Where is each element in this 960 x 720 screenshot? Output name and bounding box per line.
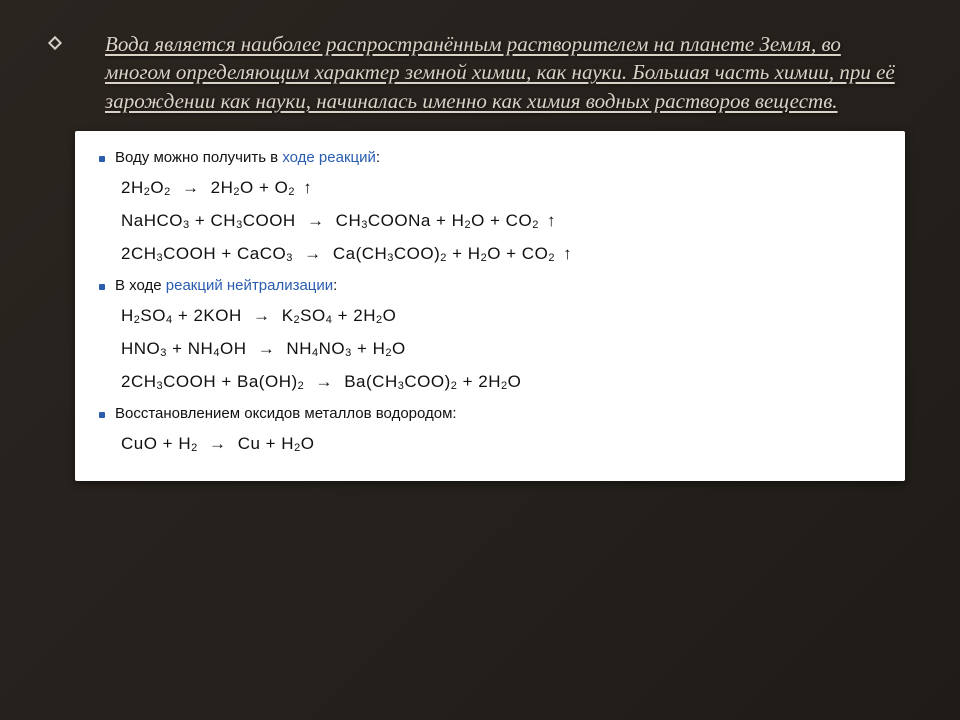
heading-pre: Восстановлением оксидов металлов водород… bbox=[115, 405, 457, 422]
section-heading: Восстановлением оксидов металлов водород… bbox=[99, 405, 881, 422]
section-text: Воду можно получить в ходе реакций: bbox=[115, 149, 380, 166]
heading-post: : bbox=[376, 149, 380, 166]
slide-title: Вода является наиболее распространённым … bbox=[105, 30, 905, 115]
bullet-diamond-icon bbox=[48, 36, 62, 50]
heading-link: ходе реакций bbox=[282, 149, 376, 166]
equation: HNO3 + NH4OH → NH4NO3 + H2O bbox=[121, 333, 881, 366]
slide: Вода является наиболее распространённым … bbox=[0, 0, 960, 720]
equation: 2H2O2 → 2H2O + O2 ↑ bbox=[121, 172, 881, 205]
equation: H2SO4 + 2KOH → K2SO4 + 2H2O bbox=[121, 300, 881, 333]
section-reactions: Воду можно получить в ходе реакций: 2H2O… bbox=[99, 149, 881, 271]
heading-pre: В ходе bbox=[115, 277, 166, 294]
section-heading: Воду можно получить в ходе реакций: bbox=[99, 149, 881, 166]
equation: NaHCO3 + CH3COOH → CH3COONa + H2O + CO2 … bbox=[121, 205, 881, 238]
bullet-dot-icon bbox=[99, 156, 105, 162]
equation: CuO + H2 → Cu + H2O bbox=[121, 428, 881, 461]
section-heading: В ходе реакций нейтрализации: bbox=[99, 277, 881, 294]
bullet-dot-icon bbox=[99, 284, 105, 290]
equation: 2CH3COOH + CaCO3 → Ca(CH3COO)2 + H2O + C… bbox=[121, 238, 881, 271]
heading-link: реакций нейтрализации bbox=[166, 277, 333, 294]
content-card: Воду можно получить в ходе реакций: 2H2O… bbox=[75, 131, 905, 481]
section-text: Восстановлением оксидов металлов водород… bbox=[115, 405, 457, 422]
equation-list: CuO + H2 → Cu + H2O bbox=[121, 428, 881, 461]
equation-list: H2SO4 + 2KOH → K2SO4 + 2H2O HNO3 + NH4OH… bbox=[121, 300, 881, 399]
bullet-dot-icon bbox=[99, 412, 105, 418]
equation-list: 2H2O2 → 2H2O + O2 ↑ NaHCO3 + CH3COOH → C… bbox=[121, 172, 881, 271]
section-neutralization: В ходе реакций нейтрализации: H2SO4 + 2K… bbox=[99, 277, 881, 399]
section-reduction: Восстановлением оксидов металлов водород… bbox=[99, 405, 881, 461]
section-text: В ходе реакций нейтрализации: bbox=[115, 277, 337, 294]
equation: 2CH3COOH + Ba(OH)2 → Ba(CH3COO)2 + 2H2O bbox=[121, 366, 881, 399]
heading-post: : bbox=[333, 277, 337, 294]
heading-pre: Воду можно получить в bbox=[115, 149, 282, 166]
